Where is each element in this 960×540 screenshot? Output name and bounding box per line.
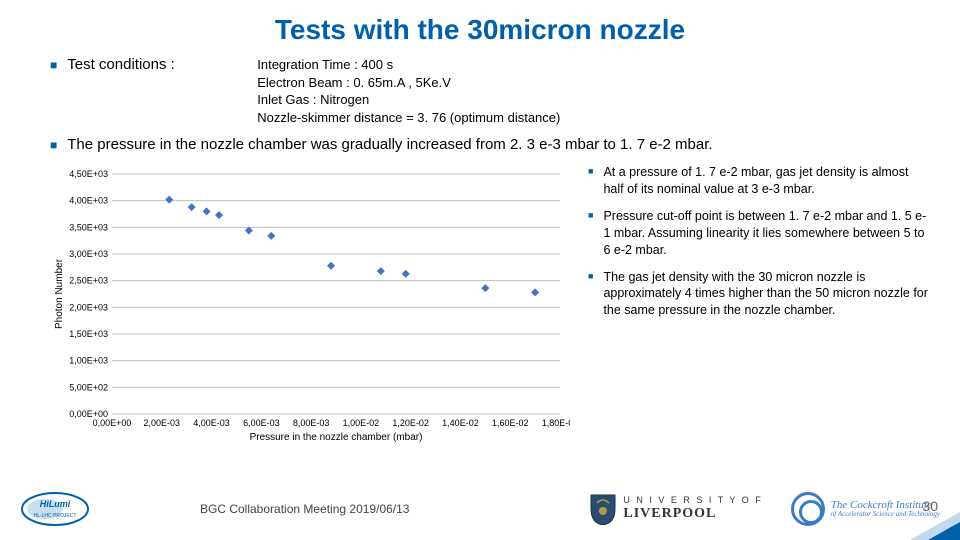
hilumi-logo-icon: HiLumi HL-LHC PROJECT — [20, 489, 90, 529]
svg-text:3,00E+03: 3,00E+03 — [69, 249, 108, 259]
note-text: Pressure cut-off point is between 1. 7 e… — [603, 208, 932, 259]
bullet-square-icon: ■ — [588, 208, 593, 259]
svg-text:2,50E+03: 2,50E+03 — [69, 276, 108, 286]
bullet-square-icon: ■ — [588, 269, 593, 320]
cond-line: Nozzle-skimmer distance = 3. 76 (optimum… — [257, 109, 560, 127]
svg-text:1,80E-02: 1,80E-02 — [542, 418, 570, 428]
scatter-chart: 0,00E+00 5,00E+02 1,00E+03 1,50E+03 2,00E+03… — [50, 164, 570, 454]
cond-line: Electron Beam : 0. 65m.A , 5Ke.V — [257, 74, 560, 92]
note-text: At a pressure of 1. 7 e-2 mbar, gas jet … — [603, 164, 932, 198]
chart-svg: 0,00E+00 5,00E+02 1,00E+03 1,50E+03 2,00E+03… — [50, 164, 570, 454]
content-area: ■ Test conditions : Integration Time : 4… — [0, 46, 960, 454]
note-text: The gas jet density with the 30 micron n… — [603, 269, 932, 320]
svg-text:4,00E-03: 4,00E-03 — [193, 418, 230, 428]
svg-text:Pressure in the nozzle chamber: Pressure in the nozzle chamber (mbar) — [250, 432, 423, 443]
liverpool-top-text: U N I V E R S I T Y O F — [623, 496, 762, 506]
svg-text:3,50E+03: 3,50E+03 — [69, 223, 108, 233]
note-row: ■ At a pressure of 1. 7 e-2 mbar, gas je… — [588, 164, 932, 198]
chart-and-notes: 0,00E+00 5,00E+02 1,00E+03 1,50E+03 2,00E+03… — [50, 164, 932, 454]
bullet-square-icon: ■ — [588, 164, 593, 198]
svg-text:4,00E+03: 4,00E+03 — [69, 196, 108, 206]
bullet-square-icon: ■ — [50, 136, 57, 154]
test-conditions-lines: Integration Time : 400 s Electron Beam :… — [257, 56, 560, 126]
svg-text:1,40E-02: 1,40E-02 — [442, 418, 479, 428]
liverpool-main-text: LIVERPOOL — [623, 506, 762, 521]
svg-text:6,00E-03: 6,00E-03 — [243, 418, 280, 428]
svg-text:5,00E+02: 5,00E+02 — [69, 383, 108, 393]
svg-text:2,00E-03: 2,00E-03 — [144, 418, 181, 428]
footer: HiLumi HL-LHC PROJECT BGC Collaboration … — [0, 478, 960, 540]
svg-text:1,60E-02: 1,60E-02 — [492, 418, 529, 428]
svg-text:1,00E-02: 1,00E-02 — [343, 418, 380, 428]
test-conditions-row: ■ Test conditions : Integration Time : 4… — [50, 56, 932, 126]
pressure-increase-row: ■ The pressure in the nozzle chamber was… — [50, 136, 932, 154]
svg-text:1,00E+03: 1,00E+03 — [69, 356, 108, 366]
svg-text:4,50E+03: 4,50E+03 — [69, 169, 108, 179]
pressure-increase-text: The pressure in the nozzle chamber was g… — [67, 136, 712, 153]
footer-logos: HiLumi HL-LHC PROJECT — [20, 489, 90, 529]
corner-decoration-icon — [928, 522, 960, 540]
slide-title: Tests with the 30micron nozzle — [0, 0, 960, 46]
bullet-square-icon: ■ — [50, 56, 57, 74]
notes-column: ■ At a pressure of 1. 7 e-2 mbar, gas je… — [570, 164, 932, 454]
svg-text:HiLumi: HiLumi — [40, 499, 71, 509]
liverpool-logo: U N I V E R S I T Y O F LIVERPOOL — [589, 493, 762, 525]
meeting-text: BGC Collaboration Meeting 2019/06/13 — [200, 502, 409, 516]
svg-text:8,00E-03: 8,00E-03 — [293, 418, 330, 428]
svg-text:Photon Number: Photon Number — [54, 259, 65, 330]
test-conditions-label: Test conditions : — [67, 56, 217, 73]
cockcroft-ring-icon — [791, 492, 825, 526]
svg-text:HL-LHC PROJECT: HL-LHC PROJECT — [34, 513, 77, 519]
liverpool-shield-icon — [589, 493, 617, 525]
svg-text:1,50E+03: 1,50E+03 — [69, 329, 108, 339]
cond-line: Integration Time : 400 s — [257, 56, 560, 74]
cond-line: Inlet Gas : Nitrogen — [257, 91, 560, 109]
note-row: ■ Pressure cut-off point is between 1. 7… — [588, 208, 932, 259]
svg-text:2,00E+03: 2,00E+03 — [69, 303, 108, 313]
note-row: ■ The gas jet density with the 30 micron… — [588, 269, 932, 320]
svg-text:1,20E-02: 1,20E-02 — [392, 418, 429, 428]
svg-text:0,00E+00: 0,00E+00 — [93, 418, 132, 428]
